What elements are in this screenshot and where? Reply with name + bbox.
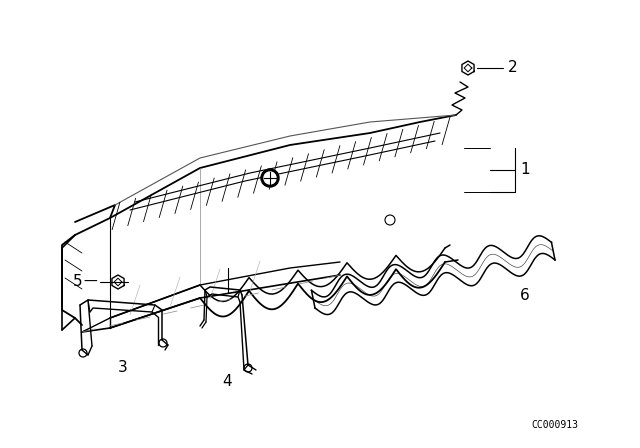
Text: 6: 6 xyxy=(520,288,530,302)
Text: 3: 3 xyxy=(118,361,128,375)
Circle shape xyxy=(261,169,279,187)
Text: —: — xyxy=(83,275,97,289)
Text: CC000913: CC000913 xyxy=(531,420,578,430)
Text: 5: 5 xyxy=(72,275,82,289)
Text: 2: 2 xyxy=(508,60,518,76)
Circle shape xyxy=(264,172,276,184)
Text: 4: 4 xyxy=(222,375,232,389)
Text: 1: 1 xyxy=(520,163,530,177)
